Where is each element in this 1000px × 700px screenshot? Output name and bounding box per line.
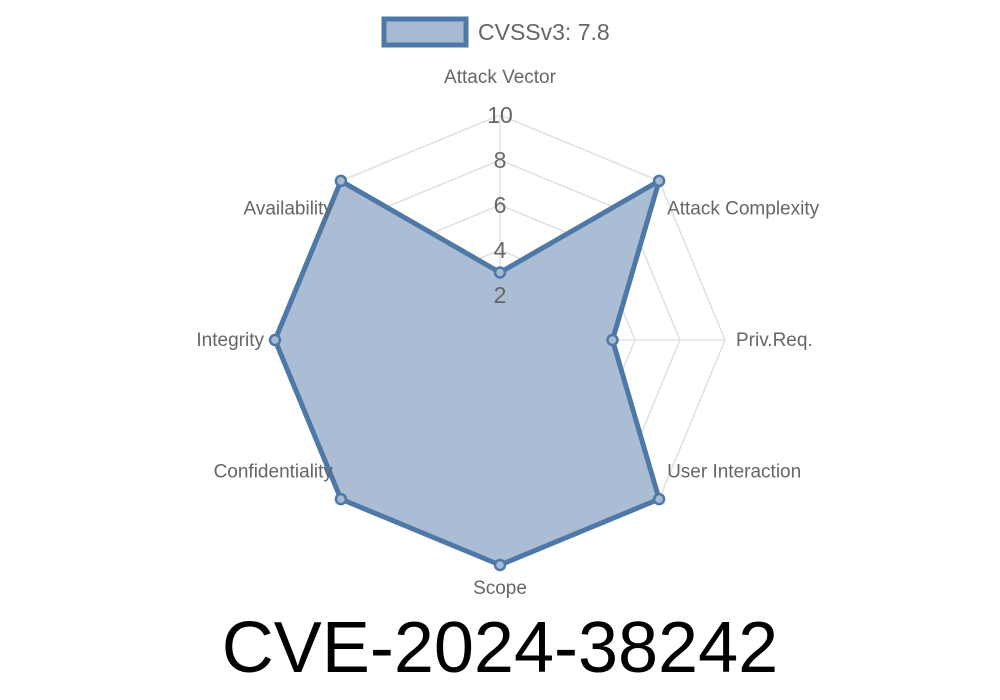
axis-label: Integrity — [196, 330, 264, 351]
axis-label: Attack Complexity — [667, 199, 820, 220]
tick-label: 2 — [494, 282, 507, 308]
axis-label: Attack Vector — [444, 67, 557, 88]
tick-label: 10 — [487, 102, 513, 128]
data-point — [334, 492, 348, 506]
legend-swatch — [381, 16, 469, 48]
axis-label: Availability — [244, 199, 334, 220]
data-point — [493, 266, 507, 279]
data-point — [652, 174, 666, 188]
data-point — [334, 174, 348, 188]
axis-label: Scope — [473, 578, 527, 599]
axis-label: Confidentiality — [214, 461, 334, 482]
axis-label: User Interaction — [667, 461, 801, 482]
axis-label: Priv.Req. — [736, 330, 813, 351]
data-point — [493, 558, 507, 572]
tick-label: 4 — [494, 237, 507, 263]
series-area — [272, 178, 662, 568]
chart-title: CVE-2024-38242 — [221, 608, 779, 688]
tick-label: 8 — [494, 147, 507, 173]
data-point — [268, 333, 282, 347]
data-point — [652, 492, 666, 506]
data-point — [606, 333, 619, 347]
legend-label: CVSSv3: 7.8 — [478, 19, 610, 45]
tick-label: 6 — [494, 192, 507, 218]
